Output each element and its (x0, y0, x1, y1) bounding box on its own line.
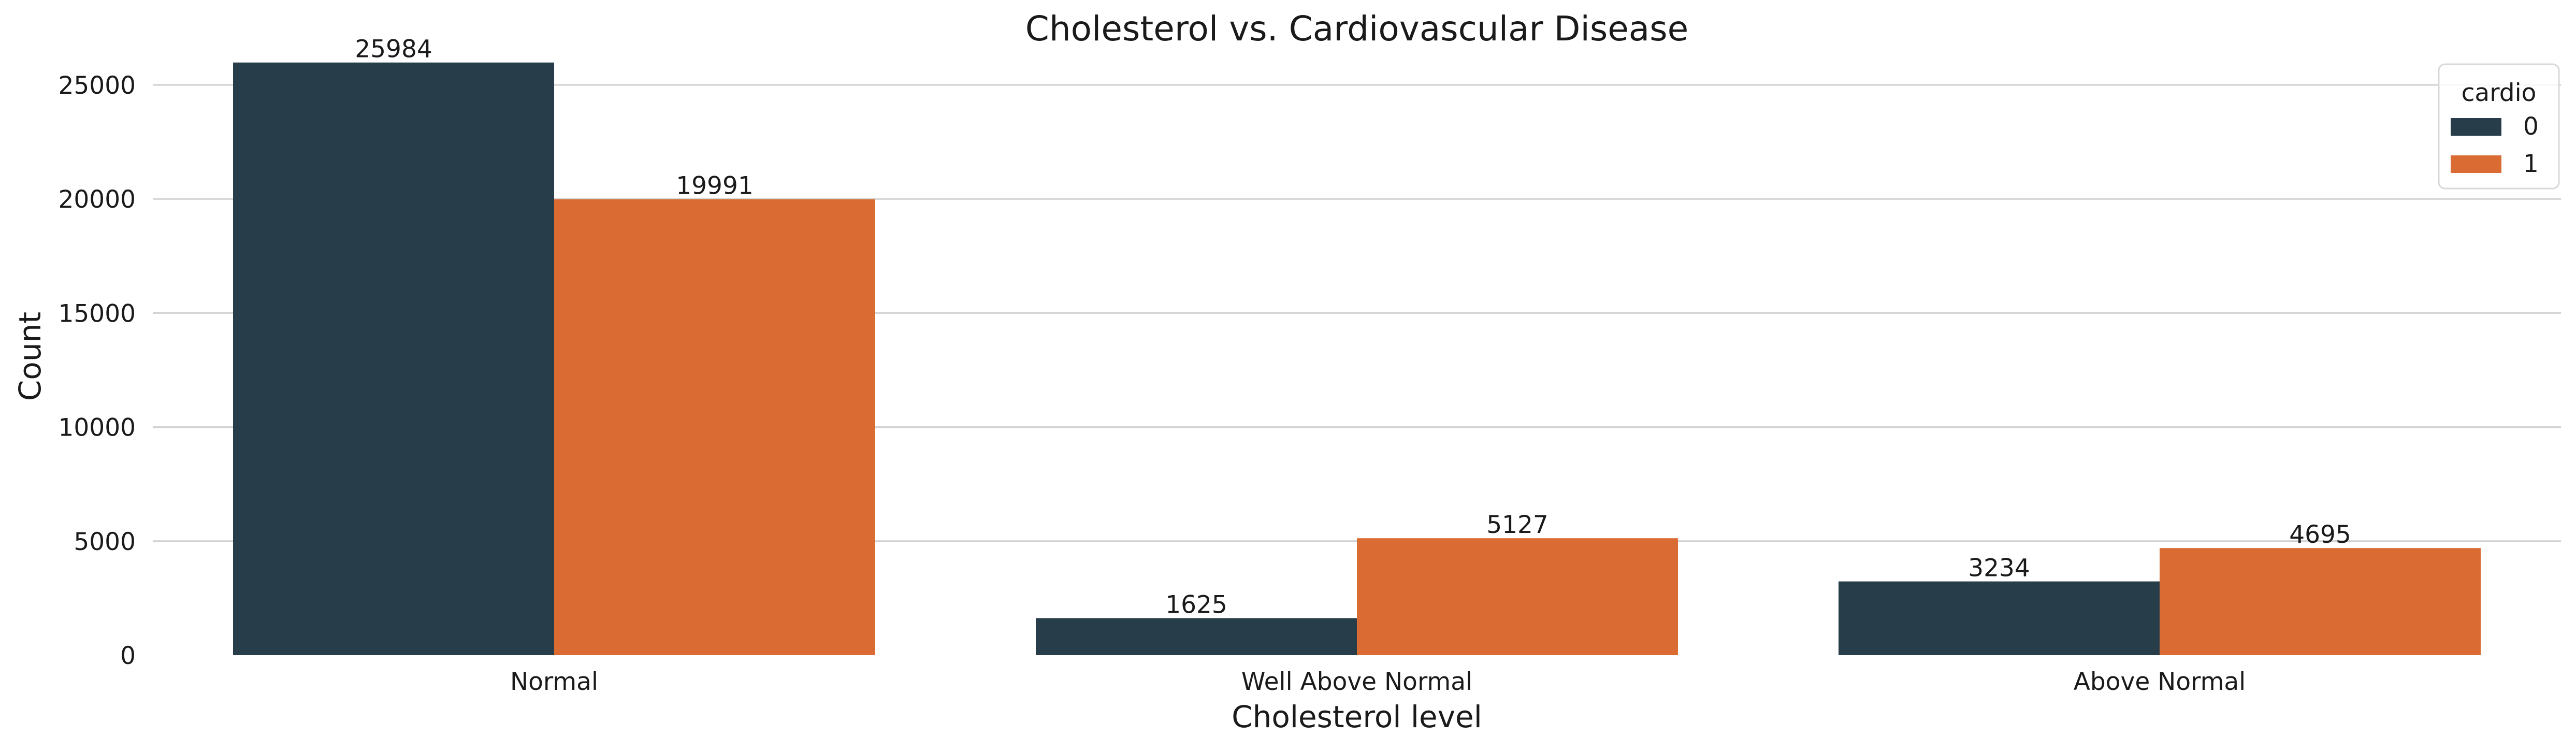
bars (233, 62, 2481, 656)
y-tick-label: 5000 (74, 528, 136, 556)
bar (2160, 548, 2481, 655)
legend-label: 0 (2523, 112, 2539, 141)
legend-swatch (2451, 118, 2501, 136)
bar (1036, 618, 1357, 655)
legend-label: 1 (2523, 150, 2539, 178)
legend-swatch (2451, 155, 2501, 173)
y-tick-label: 10000 (58, 414, 136, 442)
data-label: 25984 (355, 35, 432, 64)
x-axis-ticks: Normal Well Above Normal Above Normal (510, 668, 2246, 696)
legend-title: cardio (2462, 79, 2537, 107)
y-tick-label: 20000 (58, 185, 136, 214)
data-label: 1625 (1165, 590, 1227, 619)
legend: cardio 01 (2438, 63, 2560, 190)
x-tick-label: Above Normal (2074, 668, 2246, 696)
data-label: 5127 (1486, 511, 1549, 539)
y-tick-label: 25000 (58, 71, 136, 100)
x-tick-label: Well Above Normal (1241, 668, 1472, 696)
bar (1357, 538, 1678, 655)
bar (1839, 581, 2160, 655)
bar (233, 62, 554, 656)
data-label: 4695 (2289, 521, 2351, 549)
data-label: 3234 (1968, 554, 2030, 583)
x-axis-label: Cholesterol level (1232, 699, 1482, 734)
y-axis-label: Count (12, 312, 48, 401)
data-label: 19991 (676, 172, 754, 200)
data-labels: 25984 19991 1625 5127 3234 4695 (355, 35, 2351, 619)
bar (554, 199, 875, 656)
legend-items: 01 (2451, 112, 2539, 178)
y-tick-label: 15000 (58, 299, 136, 328)
y-axis-ticks: 0 5000 10000 15000 20000 25000 (58, 71, 136, 670)
x-tick-label: Normal (510, 668, 598, 696)
chart-title: Cholesterol vs. Cardiovascular Disease (1025, 9, 1689, 49)
y-tick-label: 0 (120, 642, 136, 670)
